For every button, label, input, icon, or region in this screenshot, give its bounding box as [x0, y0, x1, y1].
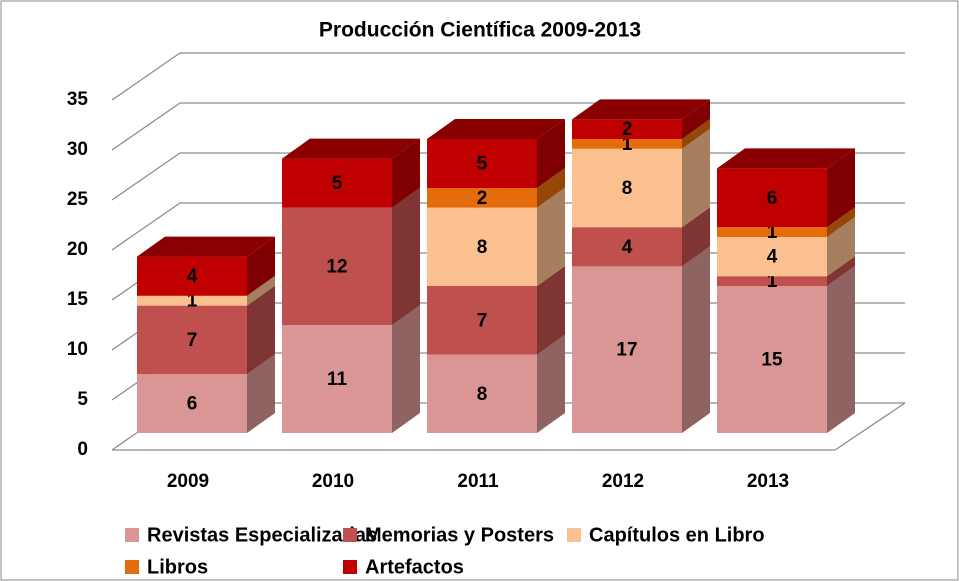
bar-side [537, 187, 565, 286]
bar-segment [427, 188, 537, 208]
bar-side [537, 168, 565, 208]
x-tick-label: 2009 [167, 471, 209, 492]
bar-segment [572, 148, 682, 228]
bar-side [537, 334, 565, 433]
data-label: 11 [327, 369, 348, 390]
bar-side [682, 119, 710, 149]
bar-top [572, 99, 710, 120]
data-label: 1 [187, 291, 198, 312]
data-label: 1 [767, 222, 778, 243]
bar-side [682, 207, 710, 267]
bar-side [827, 217, 855, 277]
bar-side [537, 119, 565, 188]
bar-side [247, 285, 275, 375]
bar-segment [137, 374, 247, 433]
data-label: 7 [187, 330, 198, 351]
data-label: 6 [187, 394, 198, 415]
data-label: 2 [622, 119, 633, 140]
bar-segment [427, 286, 537, 355]
bar-top [137, 236, 275, 257]
legend-label: Capítulos en Libro [589, 524, 765, 546]
bar-segment [717, 237, 827, 277]
bar-side [247, 354, 275, 433]
bar-segment [427, 354, 537, 433]
bar-segment [427, 139, 537, 188]
data-label: 5 [332, 173, 343, 194]
data-label: 8 [622, 178, 633, 199]
bar-side [827, 256, 855, 286]
bar-segment [282, 207, 392, 326]
bar-top [427, 119, 565, 139]
legend-label: Memorias y Posters [365, 524, 554, 546]
floor [112, 402, 906, 451]
y-tick-label: 5 [77, 389, 88, 410]
legend-swatch [125, 528, 139, 542]
bar-segment [427, 207, 537, 286]
data-label: 5 [477, 154, 488, 175]
bar-side [247, 275, 275, 306]
bar-side [827, 148, 855, 228]
data-label: 12 [326, 256, 347, 277]
data-label: 2 [477, 188, 488, 209]
data-label: 4 [622, 237, 633, 258]
y-tick-label: 0 [77, 439, 88, 460]
legend-swatch [343, 560, 357, 574]
bar-side [682, 246, 710, 433]
bar-segment [137, 256, 247, 296]
bar-side [682, 99, 710, 139]
bar-segment [282, 325, 392, 433]
bar-side [537, 266, 565, 355]
bar-side [392, 138, 420, 208]
bar-segment [282, 158, 392, 208]
bar-side [827, 207, 855, 237]
x-tick-label: 2011 [457, 471, 499, 492]
y-tick-label: 35 [67, 89, 89, 110]
bar-segment [717, 286, 827, 433]
data-label: 6 [767, 188, 778, 209]
x-tick-label: 2012 [602, 471, 644, 492]
data-label: 4 [187, 266, 198, 287]
y-tick-label: 10 [67, 339, 88, 360]
chart-title: Producción Científica 2009-2013 [319, 19, 641, 42]
data-label: 4 [767, 247, 778, 268]
x-tick-label: 2013 [747, 471, 789, 492]
bar-segment [572, 266, 682, 433]
y-tick-label: 15 [67, 289, 89, 310]
grid-line [111, 52, 905, 101]
legend-label: Libros [147, 556, 208, 578]
bar-segment [717, 276, 827, 286]
legend-swatch [567, 528, 581, 542]
bar-segment [572, 119, 682, 139]
legend-label: Artefactos [365, 556, 464, 578]
legend-swatch [125, 560, 139, 574]
data-label: 7 [477, 310, 488, 331]
bar-side [682, 128, 710, 228]
data-label: 8 [477, 237, 488, 258]
bar-segment [137, 295, 247, 306]
bar-top [282, 138, 420, 159]
bar-side [392, 187, 420, 326]
bar-top [717, 148, 855, 169]
bar-side [247, 236, 275, 296]
data-label: 15 [761, 350, 783, 371]
y-tick-label: 25 [67, 189, 89, 210]
data-label: 1 [622, 134, 633, 155]
legend-swatch [343, 528, 357, 542]
bar-side [827, 266, 855, 433]
data-label: 8 [477, 384, 488, 405]
data-label: 1 [767, 271, 778, 292]
y-tick-label: 20 [67, 239, 88, 260]
bar-segment [137, 305, 247, 375]
y-tick-label: 30 [67, 139, 88, 160]
data-label: 17 [616, 340, 637, 361]
bar-side [392, 305, 420, 433]
bar-segment [717, 168, 827, 228]
legend-label: Revistas Especializadas [147, 524, 377, 546]
bar-segment [572, 227, 682, 267]
bar-segment [717, 227, 827, 237]
bar-segment [572, 139, 682, 149]
x-tick-label: 2010 [312, 471, 354, 492]
